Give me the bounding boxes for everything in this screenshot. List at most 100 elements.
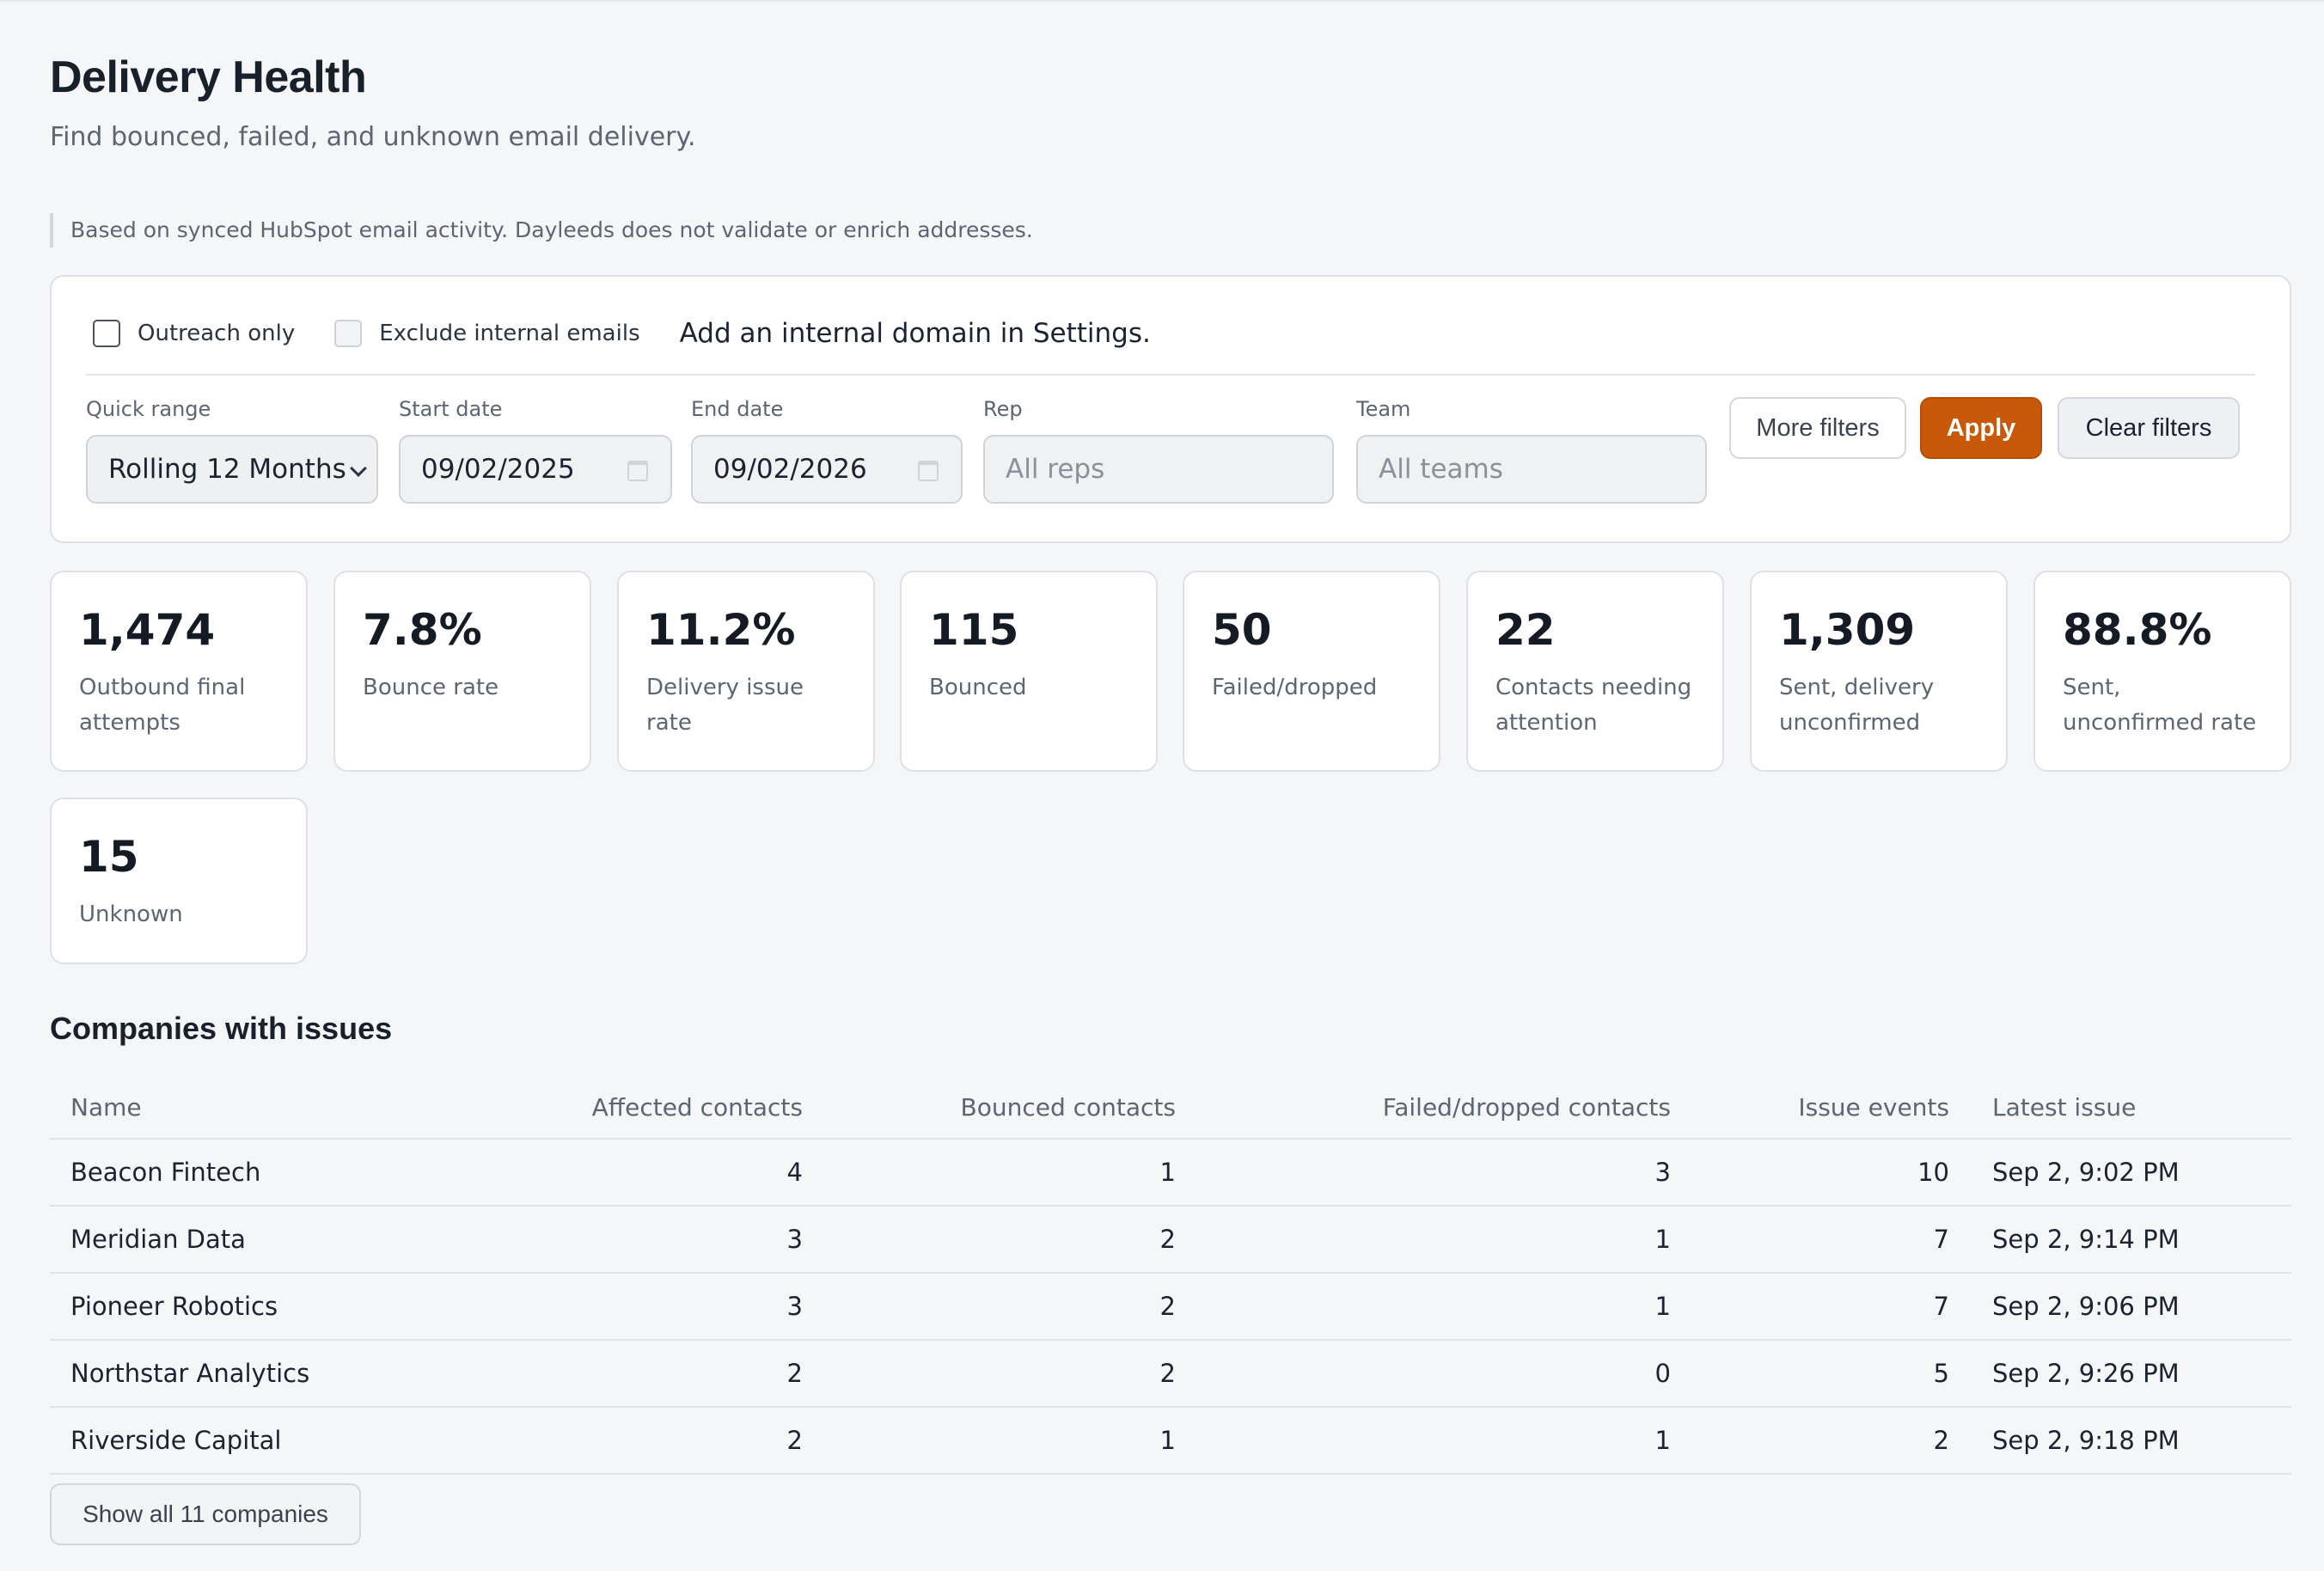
affected-contacts: 2 bbox=[786, 1426, 803, 1455]
metric-card: 1,309 Sent, delivery unconfirmed bbox=[1750, 571, 2008, 772]
calendar-icon[interactable] bbox=[627, 461, 648, 481]
show-all-companies-button[interactable]: Show all 11 companies bbox=[50, 1483, 361, 1545]
companies-section-title: Companies with issues bbox=[50, 1011, 393, 1046]
rep-select[interactable]: All reps bbox=[983, 435, 1334, 504]
chevron-down-icon bbox=[350, 460, 367, 477]
page-title: Delivery Health bbox=[50, 52, 367, 102]
company-name: Northstar Analytics bbox=[70, 1359, 310, 1388]
metric-label: Bounce rate bbox=[363, 675, 499, 700]
metric-value: 115 bbox=[929, 605, 1019, 655]
company-name: Riverside Capital bbox=[70, 1426, 282, 1455]
metric-label: Outbound final attempts bbox=[79, 675, 246, 736]
column-header-failed[interactable]: Failed/dropped contacts bbox=[1382, 1092, 1671, 1122]
data-source-notice: Based on synced HubSpot email activity. … bbox=[50, 213, 1033, 248]
metric-card: 88.8% Sent, unconfirmed rate bbox=[2034, 571, 2291, 772]
table-row[interactable]: Riverside Capital 2 1 1 2 Sep 2, 9:18 PM bbox=[50, 1408, 2291, 1475]
metric-label: Bounced bbox=[929, 675, 1027, 700]
outreach-only-checkbox[interactable] bbox=[93, 320, 120, 347]
table-row[interactable]: Beacon Fintech 4 1 3 10 Sep 2, 9:02 PM bbox=[50, 1140, 2291, 1207]
metric-label: Contacts needing attention bbox=[1495, 675, 1692, 736]
issue-events: 2 bbox=[1933, 1426, 1949, 1455]
metric-label: Delivery issue rate bbox=[646, 675, 804, 736]
company-name: Pioneer Robotics bbox=[70, 1292, 278, 1321]
failed-contacts: 1 bbox=[1654, 1426, 1671, 1455]
bounced-contacts: 1 bbox=[1159, 1426, 1176, 1455]
metric-label: Sent, unconfirmed rate bbox=[2063, 675, 2257, 736]
metric-value: 7.8% bbox=[363, 605, 482, 655]
filters-divider bbox=[86, 374, 2255, 376]
metric-label: Unknown bbox=[79, 902, 183, 927]
metric-card: 22 Contacts needing attention bbox=[1466, 571, 1724, 772]
metric-value: 15 bbox=[79, 832, 139, 882]
start-date-field: Start date 09/02/2025 bbox=[399, 397, 672, 504]
clear-filters-button[interactable]: Clear filters bbox=[2058, 397, 2240, 459]
column-header-affected[interactable]: Affected contacts bbox=[591, 1092, 803, 1122]
metric-value: 11.2% bbox=[646, 605, 796, 655]
metric-value: 50 bbox=[1212, 605, 1272, 655]
internal-domain-hint: Add an internal domain in Settings. bbox=[679, 318, 1151, 349]
calendar-icon[interactable] bbox=[918, 461, 939, 481]
column-header-latest[interactable]: Latest issue bbox=[1992, 1092, 2137, 1122]
bounced-contacts: 2 bbox=[1159, 1359, 1176, 1388]
start-date-label: Start date bbox=[399, 397, 503, 421]
metric-value: 88.8% bbox=[2063, 605, 2212, 655]
quick-range-select[interactable]: Rolling 12 Months bbox=[86, 435, 378, 504]
bounced-contacts: 2 bbox=[1159, 1292, 1176, 1321]
filters-panel: Outreach only Exclude internal emails Ad… bbox=[50, 275, 2291, 543]
metric-value: 1,474 bbox=[79, 605, 216, 655]
table-row[interactable]: Northstar Analytics 2 2 0 5 Sep 2, 9:26 … bbox=[50, 1341, 2291, 1408]
quick-range-label: Quick range bbox=[86, 397, 211, 421]
start-date-input[interactable]: 09/02/2025 bbox=[399, 435, 672, 504]
issue-events: 7 bbox=[1933, 1292, 1949, 1321]
metric-value: 22 bbox=[1495, 605, 1556, 655]
metric-card: 15 Unknown bbox=[50, 798, 308, 964]
company-name: Beacon Fintech bbox=[70, 1158, 261, 1187]
affected-contacts: 3 bbox=[786, 1225, 803, 1254]
outreach-only-label[interactable]: Outreach only bbox=[138, 321, 296, 346]
apply-button[interactable]: Apply bbox=[1920, 397, 2042, 459]
page-subtitle: Find bounced, failed, and unknown email … bbox=[50, 122, 696, 152]
column-header-name[interactable]: Name bbox=[70, 1092, 142, 1122]
rep-label: Rep bbox=[983, 397, 1023, 421]
metric-card: 50 Failed/dropped bbox=[1183, 571, 1440, 772]
bounced-contacts: 1 bbox=[1159, 1158, 1176, 1187]
latest-issue: Sep 2, 9:02 PM bbox=[1992, 1158, 2180, 1187]
end-date-input[interactable]: 09/02/2026 bbox=[691, 435, 963, 504]
more-filters-button[interactable]: More filters bbox=[1729, 397, 1906, 459]
team-placeholder: All teams bbox=[1379, 454, 1503, 485]
metric-value: 1,309 bbox=[1779, 605, 1916, 655]
metric-card: 11.2% Delivery issue rate bbox=[617, 571, 875, 772]
metric-card: 115 Bounced bbox=[900, 571, 1158, 772]
failed-contacts: 0 bbox=[1654, 1359, 1671, 1388]
latest-issue: Sep 2, 9:06 PM bbox=[1992, 1292, 2180, 1321]
rep-field: Rep All reps bbox=[983, 397, 1334, 504]
column-header-events[interactable]: Issue events bbox=[1798, 1092, 1949, 1122]
end-date-value: 09/02/2026 bbox=[713, 454, 867, 485]
table-row[interactable]: Meridian Data 3 2 1 7 Sep 2, 9:14 PM bbox=[50, 1207, 2291, 1274]
latest-issue: Sep 2, 9:18 PM bbox=[1992, 1426, 2180, 1455]
metric-label: Failed/dropped bbox=[1212, 675, 1378, 700]
exclude-internal-label[interactable]: Exclude internal emails bbox=[379, 321, 640, 346]
metric-card: 7.8% Bounce rate bbox=[333, 571, 591, 772]
issue-events: 10 bbox=[1917, 1158, 1949, 1187]
end-date-label: End date bbox=[691, 397, 784, 421]
latest-issue: Sep 2, 9:14 PM bbox=[1992, 1225, 2180, 1254]
latest-issue: Sep 2, 9:26 PM bbox=[1992, 1359, 2180, 1388]
table-row[interactable]: Pioneer Robotics 3 2 1 7 Sep 2, 9:06 PM bbox=[50, 1274, 2291, 1341]
team-select[interactable]: All teams bbox=[1356, 435, 1707, 504]
end-date-field: End date 09/02/2026 bbox=[691, 397, 963, 504]
table-header: Name Affected contacts Bounced contacts … bbox=[50, 1076, 2291, 1140]
exclude-internal-checkbox[interactable] bbox=[334, 320, 363, 347]
failed-contacts: 1 bbox=[1654, 1292, 1671, 1321]
failed-contacts: 1 bbox=[1654, 1225, 1671, 1254]
issue-events: 5 bbox=[1933, 1359, 1949, 1388]
affected-contacts: 3 bbox=[786, 1292, 803, 1321]
column-header-bounced[interactable]: Bounced contacts bbox=[960, 1092, 1177, 1122]
quick-range-value: Rolling 12 Months bbox=[108, 454, 346, 485]
companies-table: Name Affected contacts Bounced contacts … bbox=[50, 1076, 2291, 1475]
team-label: Team bbox=[1356, 397, 1411, 421]
quick-range-field: Quick range Rolling 12 Months bbox=[86, 397, 378, 504]
metric-label: Sent, delivery unconfirmed bbox=[1779, 675, 1935, 736]
metric-card: 1,474 Outbound final attempts bbox=[50, 571, 308, 772]
